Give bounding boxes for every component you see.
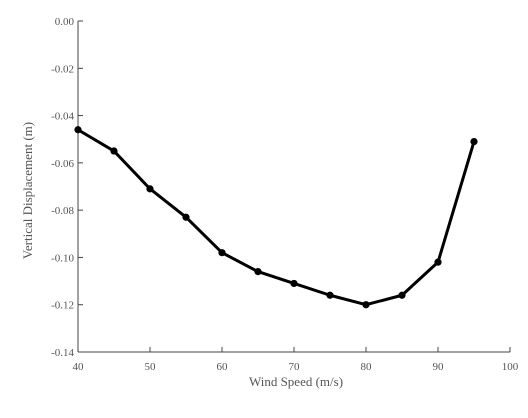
- y-tick-label: -0.10: [51, 252, 74, 264]
- data-point: [434, 258, 442, 266]
- data-point: [146, 185, 154, 193]
- y-tick-label: -0.08: [51, 205, 74, 217]
- series-points: [74, 126, 478, 309]
- series-group: [76, 128, 476, 307]
- x-tick-label: 100: [502, 361, 519, 373]
- y-tick-label: -0.14: [51, 347, 74, 359]
- data-point: [326, 291, 334, 299]
- data-point: [254, 268, 262, 276]
- y-tick-label: -0.12: [51, 300, 74, 312]
- x-tick-label: 70: [289, 361, 301, 373]
- data-point: [182, 213, 190, 221]
- axes: [77, 21, 510, 353]
- x-axis-ticks: 40 50 60 70 80 90 100: [73, 347, 519, 373]
- data-point: [74, 126, 82, 134]
- x-axis-title: Wind Speed (m/s): [249, 374, 343, 389]
- data-point: [398, 291, 406, 299]
- series-line: [76, 128, 476, 307]
- data-point: [110, 147, 118, 155]
- y-tick-label: -0.02: [51, 63, 74, 75]
- y-axis-ticks: 0.00 -0.02 -0.04 -0.06 -0.08 -0.10 -0.12 -0.14: [51, 16, 83, 359]
- data-point: [218, 249, 226, 257]
- x-tick-label: 40: [73, 361, 85, 373]
- data-point: [470, 137, 478, 146]
- x-tick-label: 60: [217, 361, 229, 373]
- data-point: [362, 301, 370, 309]
- data-point: [290, 279, 298, 288]
- y-tick-label: -0.06: [51, 158, 74, 170]
- x-tick-label: 50: [145, 361, 157, 373]
- y-axis-title: Vertical Displacement (m): [20, 122, 35, 259]
- y-tick-label: 0.00: [55, 16, 75, 28]
- x-tick-label: 90: [433, 361, 445, 373]
- y-tick-label: -0.04: [51, 111, 74, 123]
- x-tick-label: 80: [361, 361, 373, 373]
